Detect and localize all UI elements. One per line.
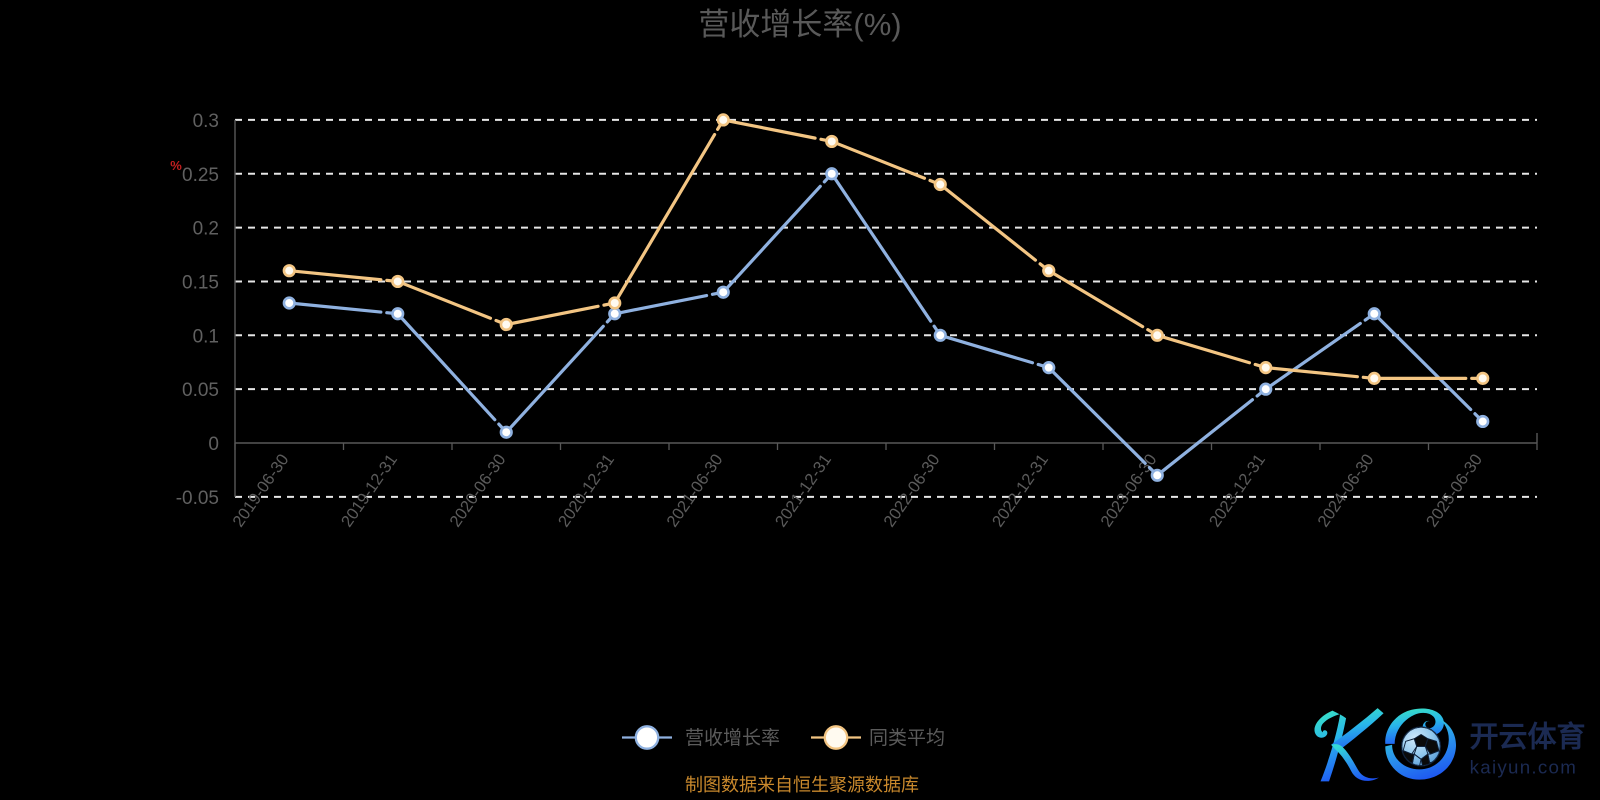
svg-text:0.05: 0.05 xyxy=(182,380,219,401)
svg-text:同类平均: 同类平均 xyxy=(869,727,945,749)
svg-text:制图数据来自恒生聚源数据库: 制图数据来自恒生聚源数据库 xyxy=(685,775,919,795)
svg-text:开云体育: 开云体育 xyxy=(1470,720,1586,753)
svg-text:kaiyun.com: kaiyun.com xyxy=(1470,757,1578,778)
svg-text:0: 0 xyxy=(208,434,219,455)
svg-text:0.25: 0.25 xyxy=(182,165,219,186)
svg-text:0.1: 0.1 xyxy=(193,326,219,347)
svg-text:%: % xyxy=(170,158,182,173)
svg-text:0.3: 0.3 xyxy=(193,111,219,132)
svg-text:营收增长率: 营收增长率 xyxy=(685,727,780,749)
svg-text:营收增长率(%): 营收增长率(%) xyxy=(698,7,901,42)
svg-text:0.2: 0.2 xyxy=(193,219,219,240)
svg-text:0.15: 0.15 xyxy=(182,272,219,293)
svg-text:-0.05: -0.05 xyxy=(176,488,219,509)
